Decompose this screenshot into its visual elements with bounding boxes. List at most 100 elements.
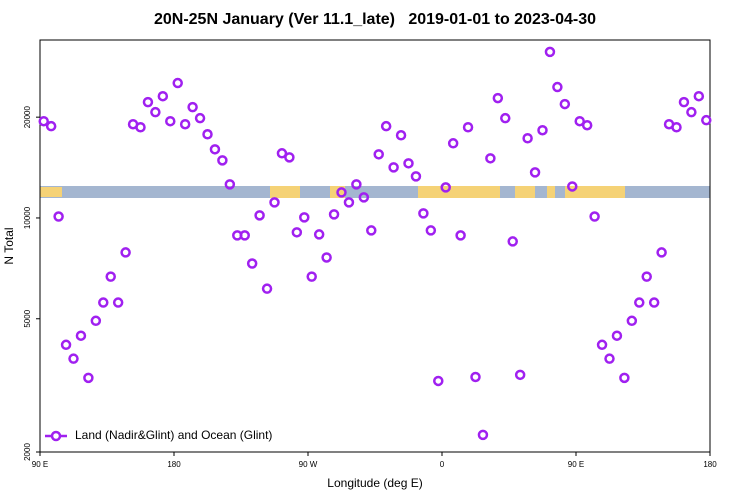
x-axis-label: Longitude (deg E) <box>327 476 422 490</box>
point <box>529 167 541 178</box>
point <box>581 119 593 131</box>
point <box>38 115 49 127</box>
point <box>224 179 236 190</box>
point <box>567 181 578 192</box>
y-tick-label: 10000 <box>23 206 32 229</box>
point <box>172 77 183 89</box>
point <box>544 46 556 58</box>
ocean <box>40 186 710 198</box>
x-tick-label: 0 <box>440 460 445 469</box>
land <box>40 187 62 197</box>
point <box>395 130 407 141</box>
x-tick-label: 90 W <box>299 460 318 469</box>
land <box>565 186 625 198</box>
point <box>611 330 623 341</box>
x-tick-label: 90 E <box>32 460 48 469</box>
point <box>559 98 571 110</box>
x-tick-label: 90 E <box>568 460 584 469</box>
point <box>522 133 533 144</box>
point <box>552 81 563 93</box>
point <box>619 372 630 384</box>
point <box>604 353 615 364</box>
point <box>217 155 228 166</box>
point <box>589 211 600 222</box>
point <box>90 315 102 327</box>
point <box>373 149 384 160</box>
point <box>507 236 518 247</box>
point <box>202 129 213 140</box>
point <box>447 138 459 149</box>
point <box>284 152 295 163</box>
point <box>626 315 638 327</box>
point <box>641 271 652 282</box>
point <box>634 297 645 308</box>
point <box>701 114 712 126</box>
point <box>83 372 94 384</box>
point <box>246 258 258 269</box>
legend-label: Land (Nadir&Glint) and Ocean (Glint) <box>75 428 272 442</box>
point <box>328 209 340 220</box>
point <box>150 106 161 118</box>
point <box>179 118 191 130</box>
y-tick-label: 2000 <box>23 443 32 461</box>
y-axis-label: N Total <box>2 227 16 264</box>
point <box>514 369 526 381</box>
land <box>515 186 535 198</box>
point <box>187 101 198 113</box>
point <box>574 115 585 127</box>
land <box>418 186 500 198</box>
point <box>105 271 116 282</box>
point <box>596 339 608 351</box>
point <box>462 121 474 133</box>
point <box>165 115 176 127</box>
point <box>291 227 303 238</box>
point <box>45 120 57 132</box>
chart-title: 20N-25N January (Ver 11.1_late) 2019-01-… <box>154 11 596 28</box>
point <box>470 371 481 383</box>
point <box>656 247 667 258</box>
point <box>239 230 250 241</box>
point <box>388 162 399 173</box>
point <box>358 192 370 203</box>
point <box>142 96 154 108</box>
point <box>366 225 377 236</box>
point <box>693 90 705 102</box>
point <box>276 148 288 159</box>
point <box>678 96 690 108</box>
point <box>485 153 496 164</box>
point <box>98 297 109 308</box>
land <box>270 186 300 198</box>
point <box>299 212 310 223</box>
point <box>68 353 79 364</box>
point <box>112 297 124 308</box>
x-tick-label: 180 <box>167 460 181 469</box>
legend-marker <box>50 430 62 442</box>
point <box>648 297 660 308</box>
point <box>135 121 146 133</box>
point <box>336 187 347 198</box>
point <box>418 208 429 219</box>
point <box>455 230 466 241</box>
point <box>306 271 317 282</box>
point <box>492 92 504 104</box>
plot-frame <box>39 39 711 453</box>
point <box>261 283 273 294</box>
point <box>269 197 280 208</box>
point <box>60 339 72 351</box>
point <box>351 179 362 190</box>
point <box>500 112 511 124</box>
map-strip <box>40 186 710 198</box>
point <box>440 182 451 193</box>
point <box>403 158 414 169</box>
point <box>53 211 64 222</box>
point <box>380 120 392 132</box>
point <box>425 225 437 236</box>
point <box>209 144 221 155</box>
point <box>254 210 265 221</box>
y-tick-label: 20000 <box>23 105 32 128</box>
point <box>157 90 169 102</box>
point <box>410 171 422 182</box>
point <box>194 112 206 124</box>
point <box>537 124 548 136</box>
